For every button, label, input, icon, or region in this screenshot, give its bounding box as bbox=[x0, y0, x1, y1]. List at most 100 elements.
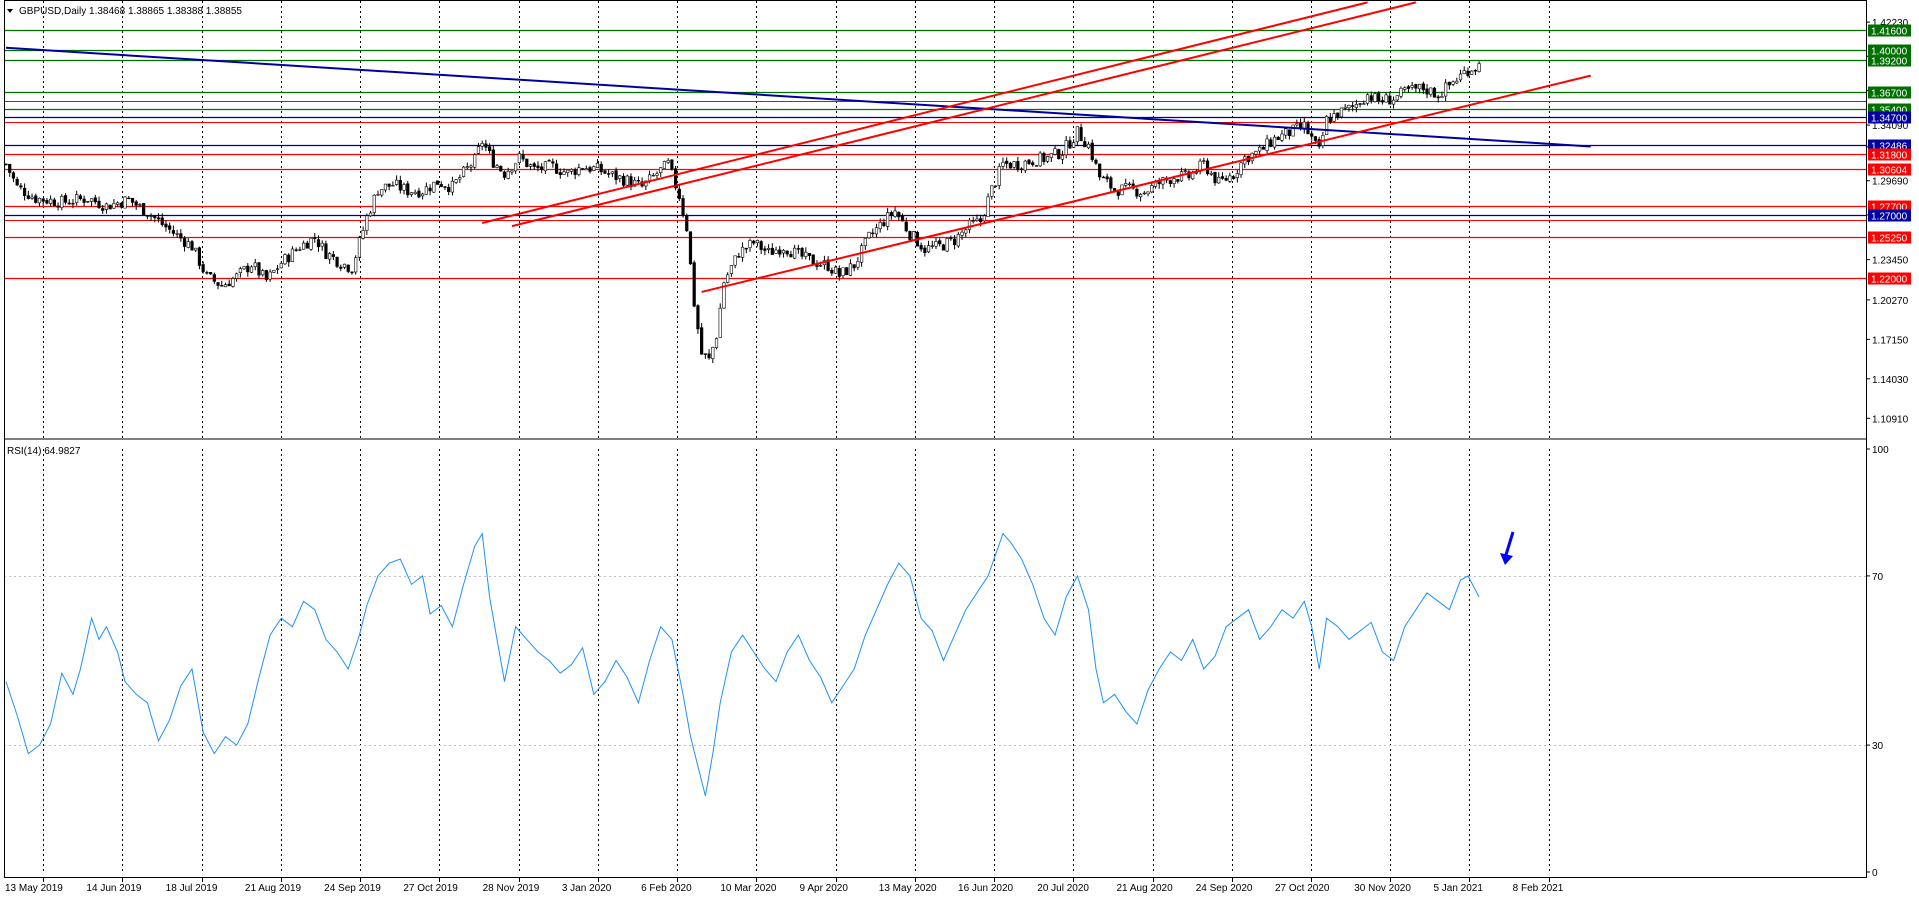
candle-body bbox=[1031, 162, 1035, 166]
candle-body bbox=[365, 215, 369, 231]
time-label: 27 Oct 2020 bbox=[1275, 883, 1330, 894]
candle-body bbox=[763, 248, 767, 251]
candle-body bbox=[179, 233, 183, 239]
candle-body bbox=[1112, 188, 1117, 191]
candle-body bbox=[447, 187, 451, 192]
candle-body bbox=[993, 185, 998, 187]
candle-body bbox=[532, 163, 536, 167]
candle-body bbox=[1258, 146, 1262, 152]
candle-body bbox=[34, 195, 38, 203]
candle-body bbox=[528, 164, 533, 167]
candle-body bbox=[1328, 117, 1332, 123]
candle-body bbox=[346, 264, 350, 272]
candle-body bbox=[171, 230, 176, 234]
candle-body bbox=[1473, 70, 1477, 72]
candle-body bbox=[432, 181, 436, 193]
candle-body bbox=[1254, 151, 1258, 155]
time-label: 13 May 2019 bbox=[5, 883, 63, 894]
candle-body bbox=[1455, 80, 1459, 84]
candle-body bbox=[908, 231, 912, 241]
candle-body bbox=[804, 251, 808, 257]
candle-body bbox=[971, 220, 975, 222]
rsi-header-text: RSI(14) 64.9827 bbox=[7, 446, 81, 457]
candle-body bbox=[1336, 112, 1340, 118]
candle-body bbox=[428, 187, 432, 192]
candle-body bbox=[1477, 63, 1481, 72]
rsi-pane[interactable]: RSI(14) 64.9827 bbox=[4, 446, 1867, 872]
candle-body bbox=[636, 180, 640, 182]
candle-body bbox=[1083, 141, 1087, 148]
candle-body bbox=[502, 171, 507, 178]
candle-body bbox=[413, 191, 417, 195]
candle-body bbox=[1038, 152, 1042, 167]
candle-body bbox=[506, 170, 510, 179]
time-label: 3 Jan 2020 bbox=[562, 883, 612, 894]
candle-body bbox=[1090, 142, 1094, 160]
candle-body bbox=[826, 259, 830, 271]
candle-body bbox=[662, 161, 667, 169]
rsi-tick-label: 70 bbox=[1872, 572, 1884, 583]
candle-body bbox=[800, 248, 804, 257]
candle-body bbox=[368, 212, 373, 217]
candle-body bbox=[1012, 161, 1016, 168]
candle-body bbox=[82, 198, 86, 203]
candle-body bbox=[536, 165, 540, 169]
candle-body bbox=[383, 183, 388, 191]
candle-body bbox=[22, 187, 27, 196]
level-label-box bbox=[1868, 86, 1911, 99]
candle-body bbox=[737, 256, 741, 258]
candle-body bbox=[104, 203, 109, 210]
candle-body bbox=[342, 263, 347, 268]
candle-body bbox=[793, 247, 797, 259]
candle-body bbox=[941, 244, 946, 251]
candle-body bbox=[19, 185, 23, 188]
candle-body bbox=[37, 197, 42, 204]
time-label: 24 Sep 2020 bbox=[1196, 883, 1253, 894]
candle-body bbox=[1384, 94, 1388, 103]
time-label: 24 Sep 2019 bbox=[324, 883, 381, 894]
candle-body bbox=[473, 154, 477, 168]
price-pane[interactable] bbox=[4, 1, 1867, 440]
candle-body bbox=[1157, 181, 1161, 185]
candle-body bbox=[1202, 160, 1206, 162]
candle-body bbox=[577, 167, 581, 175]
candle-body bbox=[339, 266, 343, 269]
candle-body bbox=[926, 245, 931, 253]
candle-body bbox=[1232, 176, 1236, 179]
time-label: 28 Nov 2019 bbox=[483, 883, 540, 894]
time-label: 21 Aug 2019 bbox=[245, 883, 302, 894]
candle-body bbox=[138, 204, 142, 206]
candle-body bbox=[1239, 162, 1243, 176]
candle-body bbox=[1176, 179, 1180, 182]
candle-body bbox=[1369, 95, 1373, 101]
level-label: 1.41600 bbox=[1871, 27, 1908, 38]
candle-body bbox=[1284, 128, 1288, 136]
candle-body bbox=[819, 265, 823, 267]
candle-body bbox=[1365, 94, 1370, 104]
candle-body bbox=[1023, 160, 1027, 171]
candle-body bbox=[1049, 153, 1053, 158]
candle-body bbox=[394, 179, 399, 185]
header-dropdown-icon[interactable] bbox=[7, 9, 13, 13]
candle-body bbox=[1116, 191, 1120, 196]
candle-body bbox=[465, 166, 469, 168]
candle-body bbox=[435, 180, 440, 185]
candle-body bbox=[156, 217, 161, 220]
price-tick-label: 1.42230 bbox=[1872, 18, 1909, 29]
candle-body bbox=[1287, 129, 1291, 136]
candle-body bbox=[421, 193, 425, 197]
level-label: 1.39200 bbox=[1871, 57, 1908, 68]
candle-body bbox=[752, 240, 756, 244]
candle-body bbox=[1332, 113, 1336, 122]
candle-body bbox=[688, 231, 693, 265]
candle-body bbox=[145, 215, 149, 217]
candle-body bbox=[190, 241, 194, 251]
candle-body bbox=[692, 262, 696, 307]
candle-body bbox=[566, 169, 570, 173]
time-label: 9 Apr 2020 bbox=[800, 883, 849, 894]
rsi-tick-label: 100 bbox=[1872, 445, 1889, 456]
candle-body bbox=[1265, 138, 1269, 151]
level-label: 1.40000 bbox=[1871, 47, 1908, 58]
candle-body bbox=[264, 270, 269, 281]
price-tick-label: 1.20270 bbox=[1872, 296, 1909, 307]
